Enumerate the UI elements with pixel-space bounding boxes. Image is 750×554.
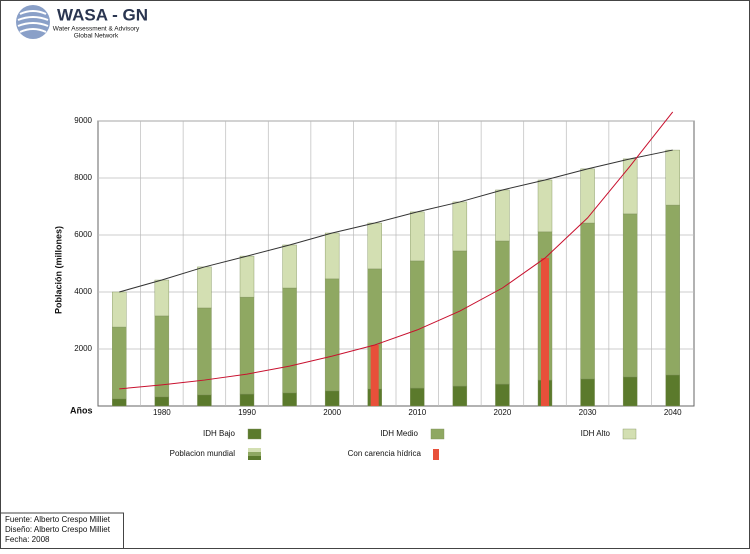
bar-segment xyxy=(239,296,255,395)
x-axis-label: Años xyxy=(70,405,93,415)
legend-swatch xyxy=(248,452,261,456)
logo-title: WASA - GN xyxy=(57,5,148,24)
bar-segment xyxy=(452,250,468,387)
legend-swatch xyxy=(248,456,261,460)
legend-swatch xyxy=(247,428,262,440)
bar-segment xyxy=(112,291,127,328)
y-tick-label: 4000 xyxy=(74,287,92,296)
y-tick-label: 8000 xyxy=(74,173,92,182)
bar-segment xyxy=(410,211,425,262)
y-tick-label: 6000 xyxy=(74,230,92,239)
bar-segment xyxy=(197,307,212,396)
bar-segment xyxy=(622,376,638,407)
bar-segment xyxy=(580,222,595,380)
bar-segment xyxy=(452,385,468,407)
x-tick-label: 2030 xyxy=(579,408,597,417)
legend-label: Poblacion mundial xyxy=(170,449,236,458)
y-tick-label: 2000 xyxy=(74,344,92,353)
bar-segment xyxy=(410,387,425,407)
bar-segment xyxy=(580,378,595,407)
legend-swatch xyxy=(622,428,637,440)
y-axis-label: Población (millones) xyxy=(53,226,63,314)
y-tick-label: 9000 xyxy=(74,116,92,125)
bar-segment xyxy=(452,201,468,252)
bar-segment xyxy=(154,396,170,407)
bar-segment xyxy=(665,204,680,376)
legend-label: Con carencia hídrica xyxy=(348,449,422,458)
legend-label: IDH Bajo xyxy=(203,429,236,438)
bar-overlay xyxy=(541,258,549,406)
x-tick-label: 2010 xyxy=(408,408,426,417)
bar-segment xyxy=(495,189,510,242)
logo-subtitle: Water Assessment & Advisory xyxy=(53,26,140,33)
legend-label: IDH Medio xyxy=(380,429,418,438)
bar-segment xyxy=(324,390,340,407)
footer-line: Fuente: Alberto Crespo Milliet xyxy=(5,515,111,524)
footer-line: Diseño: Alberto Crespo Milliet xyxy=(5,525,111,534)
bar-segment xyxy=(154,279,170,317)
bar-segment xyxy=(367,222,382,270)
bar-segment xyxy=(239,393,255,407)
bar-segment xyxy=(324,232,340,280)
bar-segment xyxy=(537,179,553,233)
legend-swatch xyxy=(248,448,261,452)
bar-segment xyxy=(665,374,680,407)
bar-segment xyxy=(239,255,255,298)
bar-segment xyxy=(495,383,510,407)
logo-subtitle: Global Network xyxy=(74,33,119,40)
bar-segment xyxy=(324,278,340,392)
x-tick-label: 1980 xyxy=(153,408,171,417)
footer-line: Fecha: 2008 xyxy=(5,535,50,544)
bar-segment xyxy=(282,244,297,289)
x-tick-label: 1990 xyxy=(238,408,256,417)
bar-segment xyxy=(410,260,425,389)
bar-overlay xyxy=(370,345,379,406)
bar-segment xyxy=(197,394,212,407)
logo xyxy=(16,5,50,39)
legend-swatch xyxy=(430,428,445,440)
bar-segment xyxy=(282,287,297,394)
x-tick-label: 2000 xyxy=(323,408,341,417)
legend-label: IDH Alto xyxy=(581,429,611,438)
bar-segment xyxy=(665,149,680,206)
line xyxy=(119,149,673,293)
legend-swatch xyxy=(433,449,439,460)
bar-segment xyxy=(495,240,510,385)
logo-waves xyxy=(17,10,49,33)
bar-segment xyxy=(197,266,212,309)
curve xyxy=(119,111,674,390)
x-tick-label: 2040 xyxy=(664,408,682,417)
bar-segment xyxy=(622,213,638,378)
bar-segment xyxy=(282,392,297,407)
bar-segment xyxy=(580,168,595,224)
bar-segment xyxy=(622,158,638,215)
bar-segment xyxy=(112,398,127,407)
x-tick-label: 2020 xyxy=(494,408,512,417)
